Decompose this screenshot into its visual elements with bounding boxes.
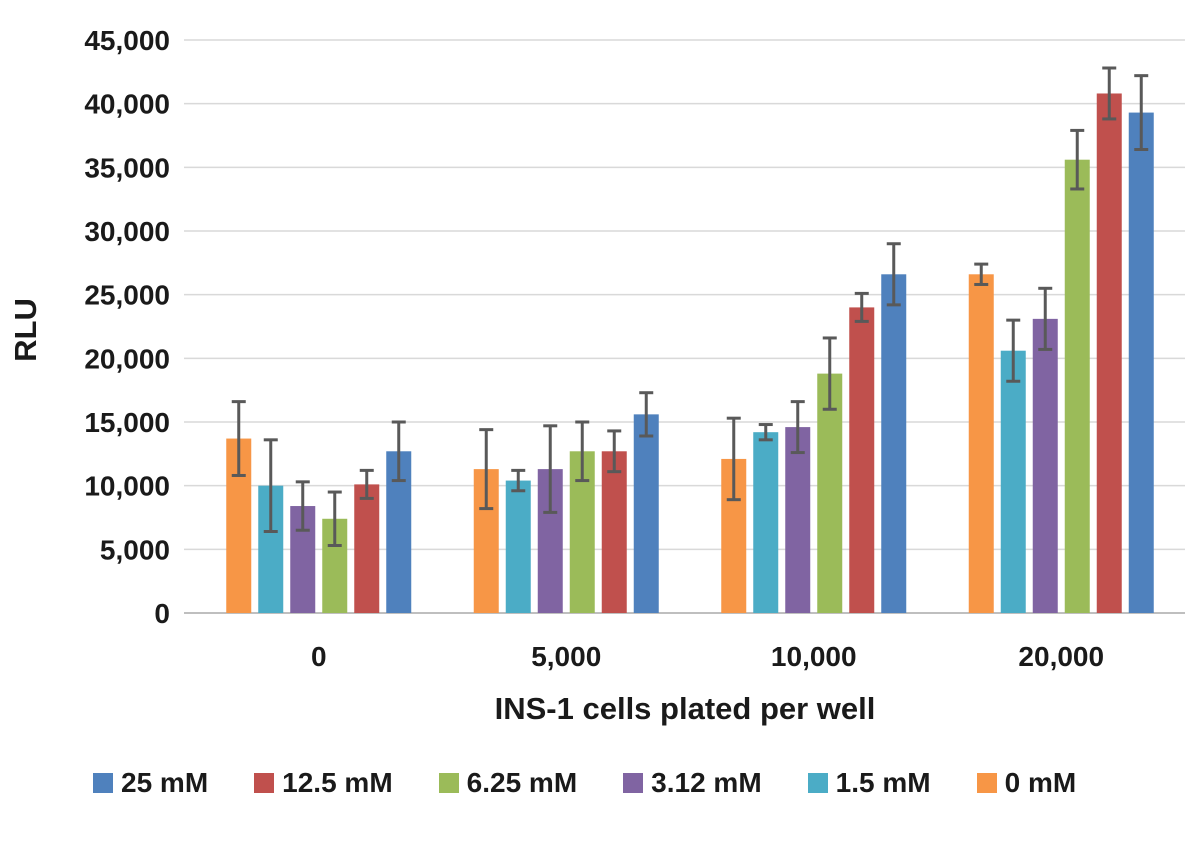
y-tick-label: 45,000	[84, 25, 170, 56]
bar	[505, 480, 531, 613]
y-tick-label: 30,000	[84, 216, 170, 247]
x-category-label: 5,000	[531, 641, 601, 672]
bar	[1096, 93, 1122, 614]
y-tick-label: 5,000	[100, 534, 170, 565]
legend-item: 25 mM	[93, 767, 208, 799]
x-category-label: 10,000	[771, 641, 857, 672]
legend-item: 0 mM	[976, 767, 1077, 799]
legend-item: 3.12 mM	[623, 767, 762, 799]
legend-label: 3.12 mM	[651, 767, 762, 798]
y-tick-label: 35,000	[84, 152, 170, 183]
bar	[354, 484, 380, 613]
legend-label: 12.5 mM	[282, 767, 393, 798]
bar	[753, 432, 779, 613]
legend-swatch	[254, 773, 275, 793]
y-tick-label: 40,000	[84, 89, 170, 120]
legend-swatch	[623, 773, 644, 793]
legend-item: 1.5 mM	[807, 767, 931, 799]
bar	[881, 274, 907, 613]
legend-swatch	[807, 773, 828, 793]
bar	[968, 274, 994, 613]
bar	[1000, 350, 1026, 613]
x-axis-title: INS-1 cells plated per well	[494, 691, 876, 726]
chart-legend: 25 mM 12.5 mM 6.25 mM 3.12 mM 1.5 mM 0 mM	[93, 767, 1200, 799]
legend-label: 1.5 mM	[835, 767, 931, 798]
x-category-label: 20,000	[1018, 641, 1104, 672]
y-tick-label: 20,000	[84, 343, 170, 374]
y-tick-label: 0	[154, 598, 170, 629]
bar-chart: 0 5,000 10,000 15,000 20,000 25,000 30,000 35,0…	[84, 25, 1185, 672]
legend-item: 12.5 mM	[254, 767, 393, 799]
bar	[785, 427, 811, 613]
y-tick-label: 15,000	[84, 407, 170, 438]
bar	[1064, 159, 1090, 613]
bar	[633, 414, 659, 613]
legend-label: 6.25 mM	[466, 767, 578, 798]
bar	[1128, 112, 1154, 613]
y-axis-title: RLU	[8, 298, 43, 362]
bar	[817, 373, 843, 613]
y-tick-label: 10,000	[84, 471, 170, 502]
bar	[849, 307, 875, 613]
legend-swatch	[976, 773, 997, 793]
bar	[1032, 318, 1058, 613]
legend-item: 6.25 mM	[438, 767, 578, 799]
legend-label: 25 mM	[121, 767, 209, 798]
legend-swatch	[438, 773, 459, 793]
x-category-label: 0	[311, 641, 327, 672]
legend-label: 0 mM	[1004, 767, 1077, 798]
y-tick-label: 25,000	[84, 280, 170, 311]
legend-swatch	[93, 773, 113, 793]
bar	[601, 451, 627, 613]
